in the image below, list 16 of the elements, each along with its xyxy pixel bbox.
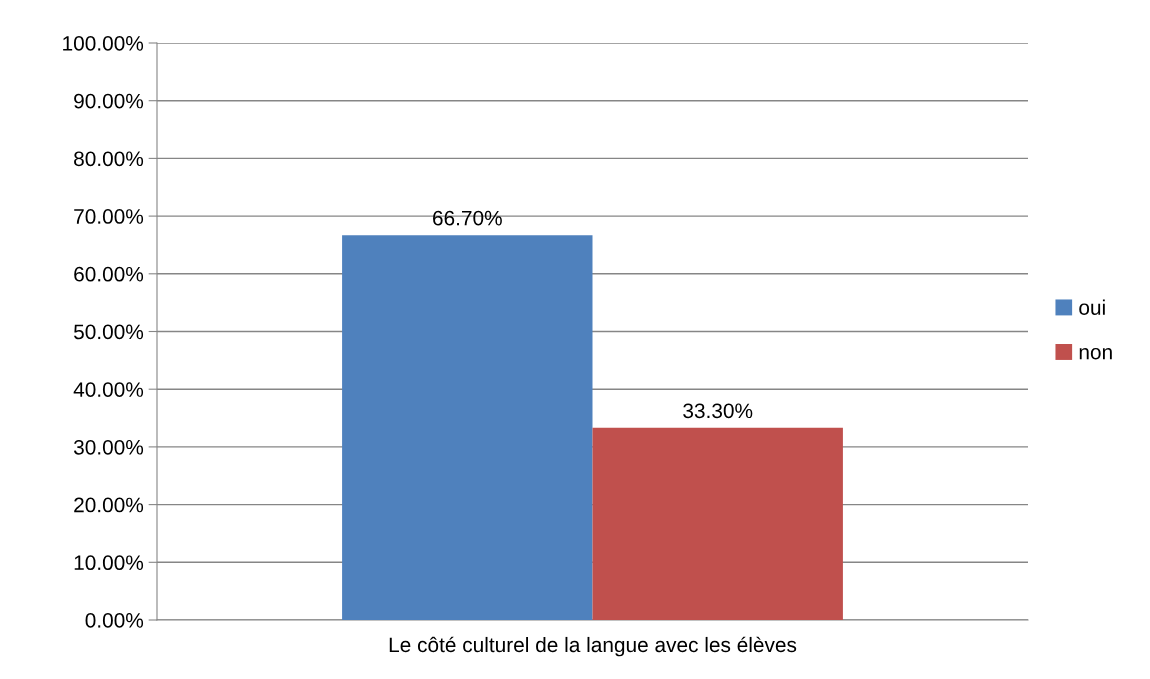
data-label: 66.70%: [433, 210, 502, 226]
y-tick-label: 90.00%: [74, 93, 144, 109]
y-tick-label: 60.00%: [74, 266, 144, 282]
legend-label: non: [1079, 348, 1112, 360]
x-tick-label: Le côté culturel de la langue avec les élèves: [389, 636, 797, 657]
y-tick-label: 40.00%: [73, 382, 144, 397]
data-label: 33.30%: [683, 403, 753, 419]
y-tick-label: 0.00%: [85, 613, 144, 628]
y-tick-label: 10.00%: [74, 555, 144, 571]
y-tick-label: 100.00%: [63, 36, 144, 51]
y-tick-label: 80.00%: [74, 151, 144, 167]
y-tick-label: 20.00%: [74, 497, 144, 513]
legend-label: oui: [1079, 299, 1105, 315]
y-tick-label: 30.00%: [73, 439, 144, 455]
y-tick-label: 70.00%: [74, 209, 144, 224]
y-tick-label: 50.00%: [73, 324, 144, 340]
